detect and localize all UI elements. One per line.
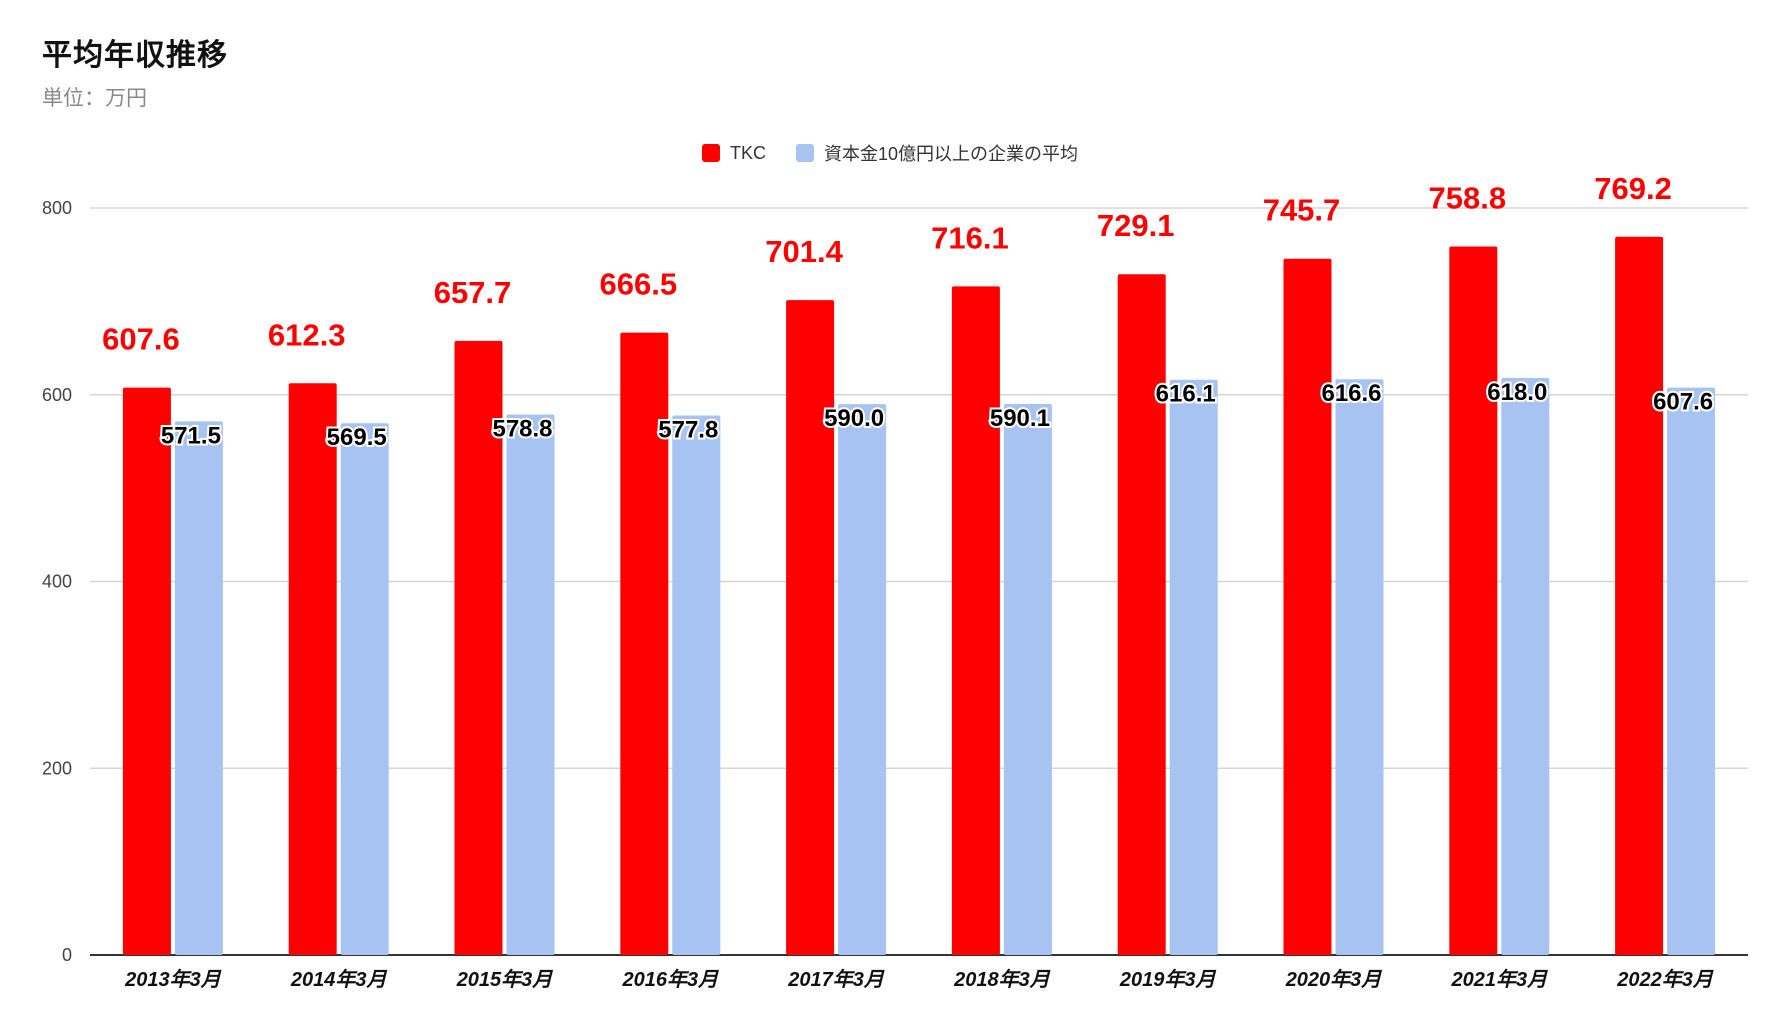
data-label-average: 569.5 [327, 424, 387, 451]
data-label-tkc: 745.7 [1263, 193, 1341, 228]
x-tick-label: 2014年3月 [290, 968, 388, 991]
bar-average [672, 415, 721, 955]
data-label-tkc: 716.1 [931, 220, 1009, 255]
bar-average [838, 404, 887, 955]
bar-average [506, 414, 555, 955]
x-tick-label: 2019年3月 [1119, 968, 1217, 991]
bar-average [1003, 403, 1052, 955]
data-label-average: 616.6 [1321, 380, 1381, 407]
bar-tkc [122, 387, 171, 955]
data-label-tkc: 666.5 [600, 267, 678, 302]
bar-tkc [1283, 258, 1332, 955]
data-label-tkc: 612.3 [268, 317, 346, 352]
data-label-average: 590.0 [824, 405, 884, 432]
legend-item-tkc: TKC [701, 140, 766, 166]
legend-label-average: 資本金10億円以上の企業の平均 [823, 144, 1079, 164]
data-label-tkc: 769.2 [1594, 171, 1672, 206]
data-label-tkc: 729.1 [1097, 208, 1175, 243]
data-label-average: 590.1 [990, 405, 1050, 432]
x-tick-label: 2016年3月 [621, 968, 719, 991]
x-tick-label: 2020年3月 [1285, 968, 1383, 991]
bar-average [340, 423, 389, 955]
data-label-average: 578.8 [492, 416, 552, 443]
bar-tkc [1117, 274, 1166, 955]
bar-average [1667, 387, 1716, 955]
data-label-tkc: 607.6 [102, 322, 180, 357]
bar-tkc [1615, 236, 1664, 955]
bar-tkc [1449, 246, 1498, 955]
x-tick-label: 2021年3月 [1450, 968, 1548, 991]
x-tick-label: 2015年3月 [456, 968, 554, 991]
data-label-average: 571.5 [161, 422, 221, 449]
bar-average [174, 421, 223, 955]
bar-average [1169, 379, 1218, 955]
y-tick-label: 800 [42, 198, 72, 218]
chart-legend: TKC 資本金10億円以上の企業の平均 [0, 140, 1780, 166]
legend-swatch-average [795, 144, 814, 162]
y-tick-label: 200 [42, 758, 72, 778]
bar-tkc [620, 332, 669, 955]
x-tick-label: 2013年3月 [124, 968, 222, 991]
data-label-tkc: 701.4 [765, 234, 843, 269]
legend-item-average: 資本金10億円以上の企業の平均 [795, 140, 1079, 166]
x-tick-label: 2022年3月 [1616, 968, 1714, 991]
chart-unit-subtitle: 単位：万円 [42, 87, 147, 110]
legend-swatch-tkc [701, 144, 720, 162]
y-tick-label: 600 [42, 385, 72, 405]
data-label-average: 616.1 [1156, 381, 1216, 408]
data-label-average: 577.8 [658, 416, 718, 443]
bar-tkc [951, 286, 1000, 955]
data-label-average: 618.0 [1487, 379, 1547, 406]
bar-tkc [288, 383, 337, 955]
data-label-tkc: 657.7 [434, 275, 512, 310]
bar-average [1335, 379, 1384, 955]
bar-tkc [786, 300, 835, 955]
data-label-tkc: 758.8 [1429, 180, 1507, 215]
x-tick-label: 2017年3月 [787, 968, 885, 991]
y-tick-label: 0 [62, 945, 72, 965]
bar-average [1501, 377, 1550, 955]
bar-tkc [454, 340, 503, 955]
data-label-average: 607.6 [1653, 389, 1713, 416]
x-tick-label: 2018年3月 [953, 968, 1051, 991]
legend-label-tkc: TKC [729, 142, 766, 163]
y-tick-label: 400 [42, 572, 72, 592]
chart-title: 平均年収推移 [42, 39, 228, 72]
